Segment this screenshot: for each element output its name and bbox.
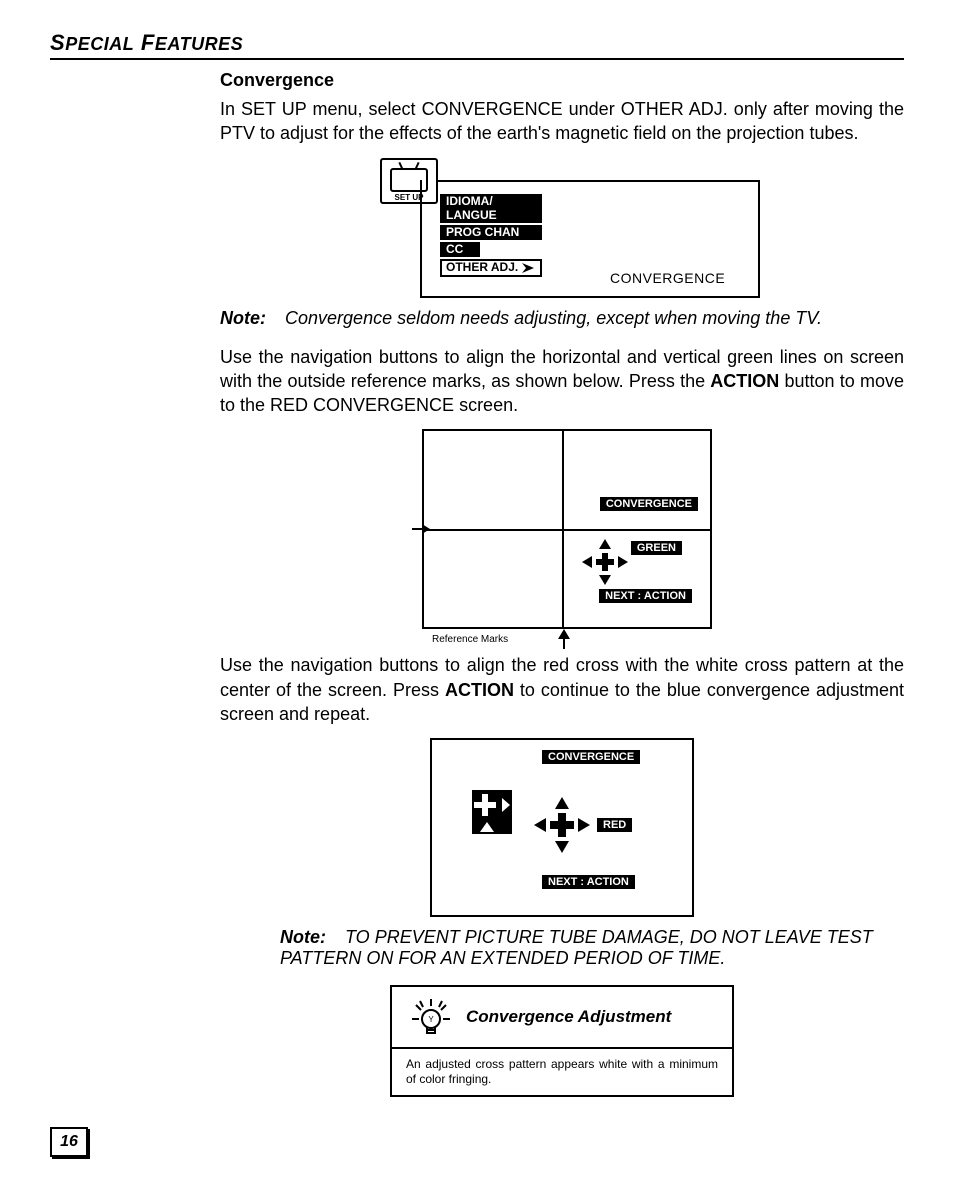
note-text: Convergence seldom needs adjusting, exce…: [285, 308, 822, 328]
badge-green: GREEN: [631, 541, 682, 555]
nav-cross-icon: [532, 795, 582, 845]
tip-title: Convergence Adjustment: [466, 1007, 671, 1027]
heading-convergence: Convergence: [220, 70, 904, 91]
note-label: Note:: [280, 927, 340, 948]
menu-item: PROG CHAN: [440, 225, 542, 240]
tip-body: An adjusted cross pattern appears white …: [392, 1049, 732, 1095]
note-1: Note: Convergence seldom needs adjusting…: [220, 308, 904, 329]
lightbulb-icon: Y: [408, 997, 454, 1037]
page-number: 16: [50, 1127, 88, 1157]
note-label: Note:: [220, 308, 280, 329]
badge-convergence: CONVERGENCE: [600, 497, 698, 511]
note-2: Note: TO PREVENT PICTURE TUBE DAMAGE, DO…: [280, 927, 904, 969]
arrow-up-icon: [558, 629, 570, 649]
arrow-right-icon: [412, 523, 430, 535]
red-convergence-diagram: CONVERGENCE RED NEXT : ACTION: [430, 738, 694, 917]
green-convergence-diagram: Reference Marks CONVERGENCE GREEN NEXT :…: [412, 429, 712, 649]
badge-next-action: NEXT : ACTION: [599, 589, 692, 603]
reference-marks-label: Reference Marks: [432, 634, 508, 645]
content-column: Convergence In SET UP menu, select CONVE…: [220, 70, 904, 1097]
tip-header: Y Convergence Adjustment: [392, 987, 732, 1049]
menu-item-selected: OTHER ADJ.: [440, 259, 542, 276]
note-text: TO PREVENT PICTURE TUBE DAMAGE, DO NOT L…: [280, 927, 873, 968]
badge-next-action: NEXT : ACTION: [542, 875, 635, 889]
badge-red: RED: [597, 818, 632, 832]
badge-convergence: CONVERGENCE: [542, 750, 640, 764]
menu-item: IDIOMA/: [440, 194, 542, 209]
setup-menu-diagram: SET UP IDIOMA/ LANGUE PROG CHAN CC OTHER…: [380, 158, 760, 298]
tip-box: Y Convergence Adjustment An adjusted cro…: [390, 985, 734, 1097]
menu-item: LANGUE: [440, 208, 542, 223]
section-title: SPECIAL FEATURES: [50, 30, 904, 56]
nav-cross-icon: [580, 537, 630, 587]
horizontal-line: [422, 529, 712, 531]
page: SPECIAL FEATURES Convergence In SET UP m…: [0, 0, 954, 1197]
paragraph-green: Use the navigation buttons to align the …: [220, 345, 904, 418]
menu-item: CC: [440, 242, 480, 257]
offset-cross-icon: [472, 790, 512, 834]
paragraph-intro: In SET UP menu, select CONVERGENCE under…: [220, 97, 904, 146]
paragraph-red: Use the navigation buttons to align the …: [220, 653, 904, 726]
submenu-label: CONVERGENCE: [610, 270, 725, 286]
menu-item-selected-label: OTHER ADJ.: [446, 261, 518, 274]
section-rule: [50, 58, 904, 60]
svg-text:Y: Y: [428, 1015, 434, 1024]
menu-stack: IDIOMA/ LANGUE PROG CHAN CC OTHER ADJ.: [440, 194, 542, 279]
chevron-right-icon: [522, 263, 536, 273]
